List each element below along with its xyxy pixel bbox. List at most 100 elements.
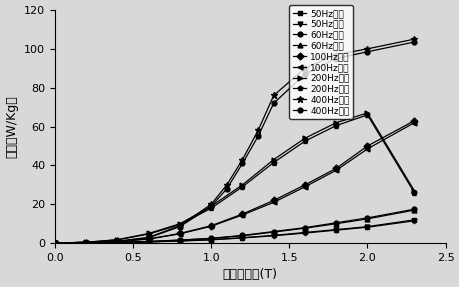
100Hz实验 — [411, 119, 416, 123]
50Hz实验 — [302, 231, 307, 234]
100Hz拟合 — [52, 241, 57, 245]
100Hz拟合 — [270, 201, 276, 204]
Line: 60Hz实验: 60Hz实验 — [52, 207, 416, 246]
400Hz拟合 — [146, 236, 151, 239]
200Hz实验 — [83, 241, 89, 244]
100Hz实验 — [364, 144, 369, 148]
50Hz实验 — [411, 218, 416, 222]
50Hz实验 — [177, 239, 182, 243]
400Hz拟合 — [270, 102, 276, 105]
100Hz拟合 — [411, 121, 416, 124]
200Hz拟合 — [146, 232, 151, 236]
60Hz实验 — [239, 234, 245, 237]
60Hz实验 — [114, 241, 120, 244]
60Hz拟合 — [302, 226, 307, 230]
50Hz拟合 — [270, 234, 276, 238]
60Hz拟合 — [270, 230, 276, 234]
100Hz拟合 — [146, 237, 151, 241]
400Hz实验 — [177, 224, 182, 227]
50Hz实验 — [208, 238, 213, 241]
400Hz实验 — [224, 183, 229, 187]
100Hz实验 — [52, 241, 57, 245]
Y-axis label: 铁耗（W/Kg）: 铁耗（W/Kg） — [6, 95, 18, 158]
Line: 100Hz实验: 100Hz实验 — [52, 118, 416, 246]
100Hz实验 — [114, 240, 120, 243]
400Hz拟合 — [114, 240, 120, 243]
200Hz拟合 — [302, 139, 307, 143]
100Hz拟合 — [364, 147, 369, 151]
400Hz拟合 — [224, 187, 229, 191]
60Hz拟合 — [83, 241, 89, 245]
60Hz拟合 — [411, 208, 416, 212]
50Hz拟合 — [146, 240, 151, 244]
100Hz实验 — [208, 224, 213, 227]
Legend: 50Hz实验, 50Hz拟合, 60Hz实验, 60Hz拟合, 100Hz实验, 100Hz拟合, 200Hz实验, 200Hz拟合, 400Hz实验, 400: 50Hz实验, 50Hz拟合, 60Hz实验, 60Hz拟合, 100Hz实验,… — [289, 5, 353, 119]
60Hz拟合 — [52, 241, 57, 245]
50Hz实验 — [114, 241, 120, 244]
60Hz实验 — [333, 221, 338, 224]
400Hz实验 — [255, 129, 260, 132]
50Hz拟合 — [302, 231, 307, 235]
200Hz实验 — [333, 121, 338, 124]
200Hz实验 — [114, 238, 120, 241]
Line: 100Hz拟合: 100Hz拟合 — [52, 120, 416, 246]
60Hz实验 — [177, 238, 182, 242]
200Hz实验 — [270, 158, 276, 161]
100Hz实验 — [302, 183, 307, 187]
100Hz实验 — [83, 241, 89, 244]
60Hz实验 — [411, 208, 416, 211]
60Hz实验 — [208, 236, 213, 240]
Line: 60Hz拟合: 60Hz拟合 — [52, 208, 416, 246]
200Hz拟合 — [52, 241, 57, 245]
100Hz拟合 — [208, 224, 213, 228]
200Hz实验 — [52, 241, 57, 245]
400Hz实验 — [239, 158, 245, 161]
50Hz拟合 — [411, 219, 416, 222]
60Hz拟合 — [364, 217, 369, 221]
400Hz实验 — [208, 203, 213, 206]
100Hz拟合 — [302, 185, 307, 189]
100Hz实验 — [177, 232, 182, 235]
200Hz拟合 — [411, 191, 416, 194]
400Hz实验 — [302, 67, 307, 70]
50Hz拟合 — [364, 226, 369, 229]
60Hz拟合 — [333, 222, 338, 226]
100Hz拟合 — [83, 241, 89, 244]
50Hz实验 — [364, 225, 369, 228]
Line: 200Hz拟合: 200Hz拟合 — [52, 113, 416, 246]
60Hz拟合 — [239, 234, 245, 238]
60Hz拟合 — [208, 237, 213, 240]
50Hz实验 — [239, 236, 245, 239]
400Hz实验 — [270, 94, 276, 97]
400Hz拟合 — [177, 225, 182, 228]
60Hz实验 — [146, 240, 151, 243]
Line: 50Hz实验: 50Hz实验 — [52, 218, 416, 246]
200Hz实验 — [239, 183, 245, 187]
60Hz实验 — [364, 216, 369, 220]
200Hz实验 — [364, 111, 369, 115]
200Hz拟合 — [270, 161, 276, 164]
200Hz实验 — [208, 205, 213, 208]
50Hz实验 — [270, 234, 276, 237]
100Hz实验 — [146, 237, 151, 241]
400Hz拟合 — [302, 72, 307, 76]
60Hz实验 — [52, 241, 57, 245]
200Hz实验 — [411, 189, 416, 192]
Line: 50Hz拟合: 50Hz拟合 — [52, 218, 416, 246]
60Hz实验 — [302, 226, 307, 229]
200Hz拟合 — [177, 223, 182, 226]
50Hz实验 — [52, 241, 57, 245]
50Hz拟合 — [114, 241, 120, 244]
60Hz实验 — [270, 230, 276, 233]
100Hz拟合 — [177, 232, 182, 236]
Line: 200Hz实验: 200Hz实验 — [52, 110, 416, 246]
Line: 400Hz实验: 400Hz实验 — [51, 36, 417, 247]
60Hz拟合 — [146, 240, 151, 243]
60Hz实验 — [83, 241, 89, 245]
200Hz拟合 — [364, 113, 369, 117]
50Hz实验 — [83, 241, 89, 245]
400Hz实验 — [364, 47, 369, 51]
200Hz实验 — [177, 222, 182, 226]
200Hz实验 — [146, 232, 151, 235]
400Hz拟合 — [333, 57, 338, 60]
